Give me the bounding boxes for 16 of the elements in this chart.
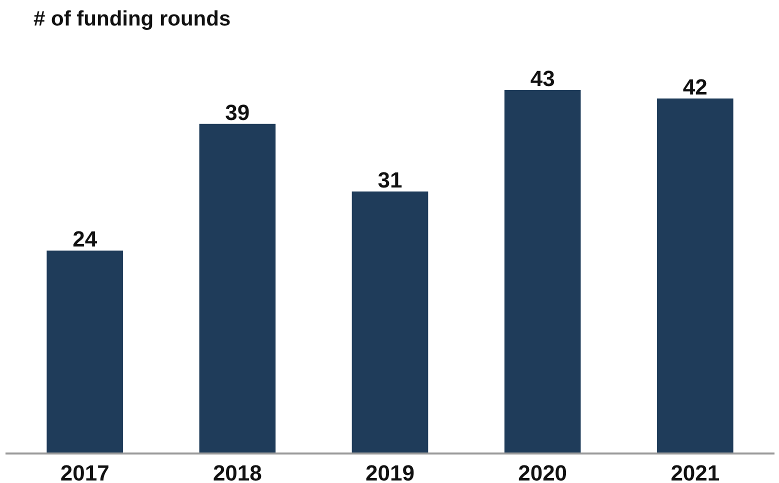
data-label: 31: [378, 167, 402, 192]
x-tick-label: 2021: [670, 460, 720, 483]
data-label: 42: [682, 74, 708, 100]
x-tick-label: 2017: [60, 460, 110, 483]
data-label: 24: [72, 226, 98, 252]
x-tick-label: 2020: [518, 460, 568, 483]
data-label: 43: [530, 66, 555, 92]
bar: [352, 191, 428, 454]
bar: [504, 90, 581, 454]
x-tick-label: 2018: [212, 460, 262, 483]
data-label: 39: [225, 100, 250, 125]
bar: [657, 98, 734, 454]
bar: [199, 124, 276, 454]
bar: [46, 250, 123, 454]
x-tick-label: 2019: [366, 460, 414, 483]
chart-title: # of funding rounds: [34, 8, 231, 30]
